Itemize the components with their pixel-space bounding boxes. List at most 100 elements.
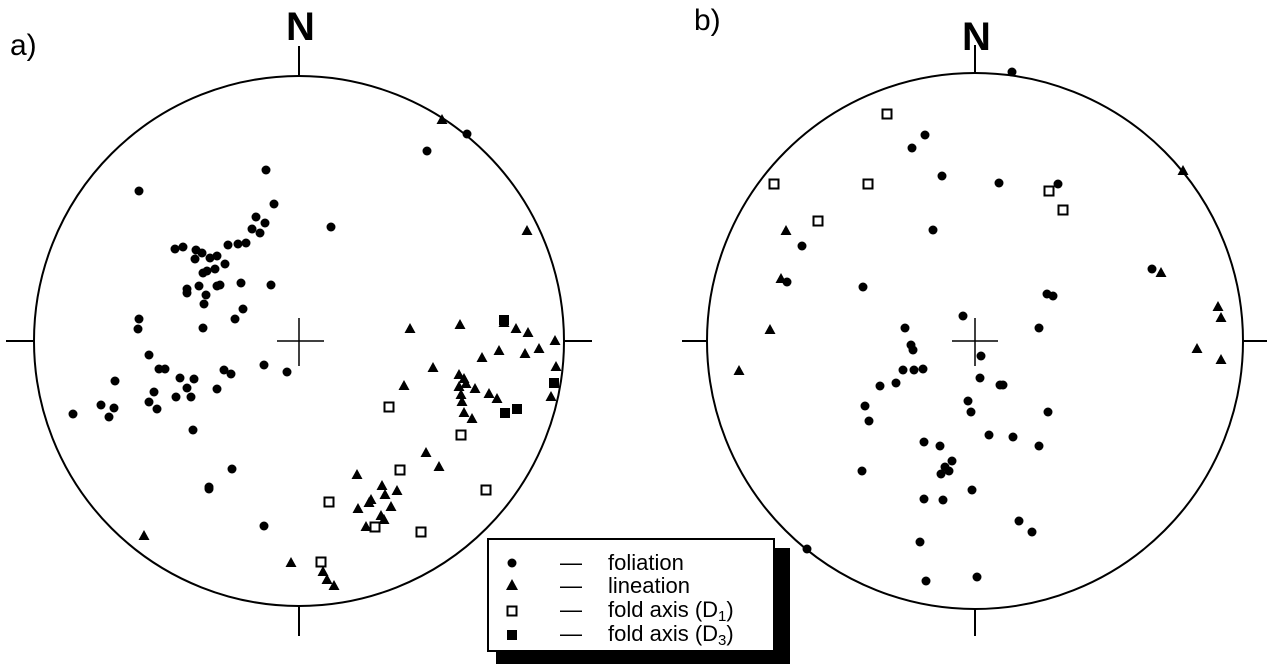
foliation-point: [908, 345, 918, 355]
lineation-point: [491, 393, 503, 403]
foliation-point: [1014, 516, 1024, 526]
foliation-point: [68, 409, 78, 419]
foliation-point: [937, 171, 947, 181]
foliation-point: [858, 282, 868, 292]
foliation-point: [261, 165, 271, 175]
foliation-point: [219, 365, 229, 375]
foliation-point: [860, 401, 870, 411]
lineation-point: [363, 497, 375, 507]
foliation-point: [1147, 264, 1157, 274]
foliation-point: [875, 381, 885, 391]
foliation-point: [182, 383, 192, 393]
foliation-point: [920, 130, 930, 140]
foliation-point: [144, 350, 154, 360]
panel-b-label: b): [694, 4, 721, 37]
lineation-point: [764, 324, 776, 334]
foliation-point: [967, 485, 977, 495]
fold-axis-d1-point: [1043, 185, 1055, 197]
lineation-point: [138, 530, 150, 540]
lineation-point: [483, 388, 495, 398]
legend-fold-axis-d1-label: fold axis (D1): [608, 597, 734, 625]
panel-a-label: a): [10, 29, 37, 62]
panel-a-points: [68, 114, 562, 590]
lineation-point: [549, 335, 561, 345]
foliation-point: [928, 225, 938, 235]
legend-lineation-dash: —: [560, 573, 582, 598]
foliation-point: [134, 314, 144, 324]
legend: — foliation — lineation — fold axis (D1)…: [487, 538, 790, 664]
lineation-point: [454, 319, 466, 329]
foliation-point: [919, 437, 929, 447]
foliation-point: [998, 380, 1008, 390]
foliation-point: [189, 374, 199, 384]
foliation-point: [864, 416, 874, 426]
lineation-point: [1191, 343, 1203, 353]
stereonet-panel-b: b) N: [682, 4, 1267, 636]
foliation-point: [133, 324, 143, 334]
foliation-point: [462, 129, 472, 139]
lineation-point: [285, 557, 297, 567]
foliation-point: [241, 238, 251, 248]
foliation-point: [251, 212, 261, 222]
foliation-point: [204, 484, 214, 494]
legend-fold-axis-d3-symbol: [507, 630, 517, 640]
lineation-point: [352, 503, 364, 513]
foliation-point: [186, 392, 196, 402]
lineation-point: [455, 389, 467, 399]
foliation-point: [260, 218, 270, 228]
foliation-point: [891, 378, 901, 388]
lineation-point: [456, 396, 468, 406]
legend-foliation-dash: —: [560, 550, 582, 575]
lineation-point: [391, 485, 403, 495]
lineation-point: [780, 225, 792, 235]
lineation-point: [1215, 312, 1227, 322]
foliation-point: [1007, 67, 1017, 77]
foliation-point: [938, 495, 948, 505]
lineation-point: [453, 369, 465, 379]
foliation-point: [966, 407, 976, 417]
lineation-point: [733, 365, 745, 375]
foliation-point: [898, 365, 908, 375]
foliation-point: [238, 304, 248, 314]
foliation-point: [259, 360, 269, 370]
foliation-point: [326, 222, 336, 232]
legend-fold-axis-d1-symbol: [506, 605, 518, 617]
fold-axis-d1-point: [315, 556, 327, 568]
legend-foliation-label: foliation: [608, 550, 684, 575]
lineation-point: [533, 343, 545, 353]
foliation-point: [230, 314, 240, 324]
foliation-point: [233, 239, 243, 249]
foliation-point: [104, 412, 114, 422]
foliation-point: [975, 373, 985, 383]
foliation-point: [223, 240, 233, 250]
fold-axis-d1-point: [1057, 204, 1069, 216]
stereonet-panel-a: a) N: [6, 5, 592, 636]
fold-axis-d1-point: [415, 526, 427, 538]
foliation-point: [247, 224, 257, 234]
foliation-point: [918, 364, 928, 374]
foliation-point: [194, 281, 204, 291]
foliation-point: [96, 400, 106, 410]
foliation-point: [802, 544, 812, 554]
foliation-point: [212, 251, 222, 261]
lineation-point: [328, 580, 340, 590]
foliation-point: [154, 364, 164, 374]
foliation-point: [984, 430, 994, 440]
fold-axis-d3-point: [512, 404, 522, 414]
foliation-point: [201, 290, 211, 300]
foliation-point: [857, 466, 867, 476]
foliation-point: [1048, 291, 1058, 301]
lineation-point: [545, 391, 557, 401]
foliation-point: [171, 392, 181, 402]
lineation-point: [427, 362, 439, 372]
lineation-point: [510, 323, 522, 333]
lineation-point: [521, 225, 533, 235]
foliation-point: [282, 367, 292, 377]
foliation-point: [900, 323, 910, 333]
legend-fold-axis-d3-label: fold axis (D3): [608, 621, 734, 649]
foliation-point: [188, 425, 198, 435]
fold-axis-d1-point: [394, 464, 406, 476]
lineation-point: [466, 413, 478, 423]
lineation-point: [519, 348, 531, 358]
